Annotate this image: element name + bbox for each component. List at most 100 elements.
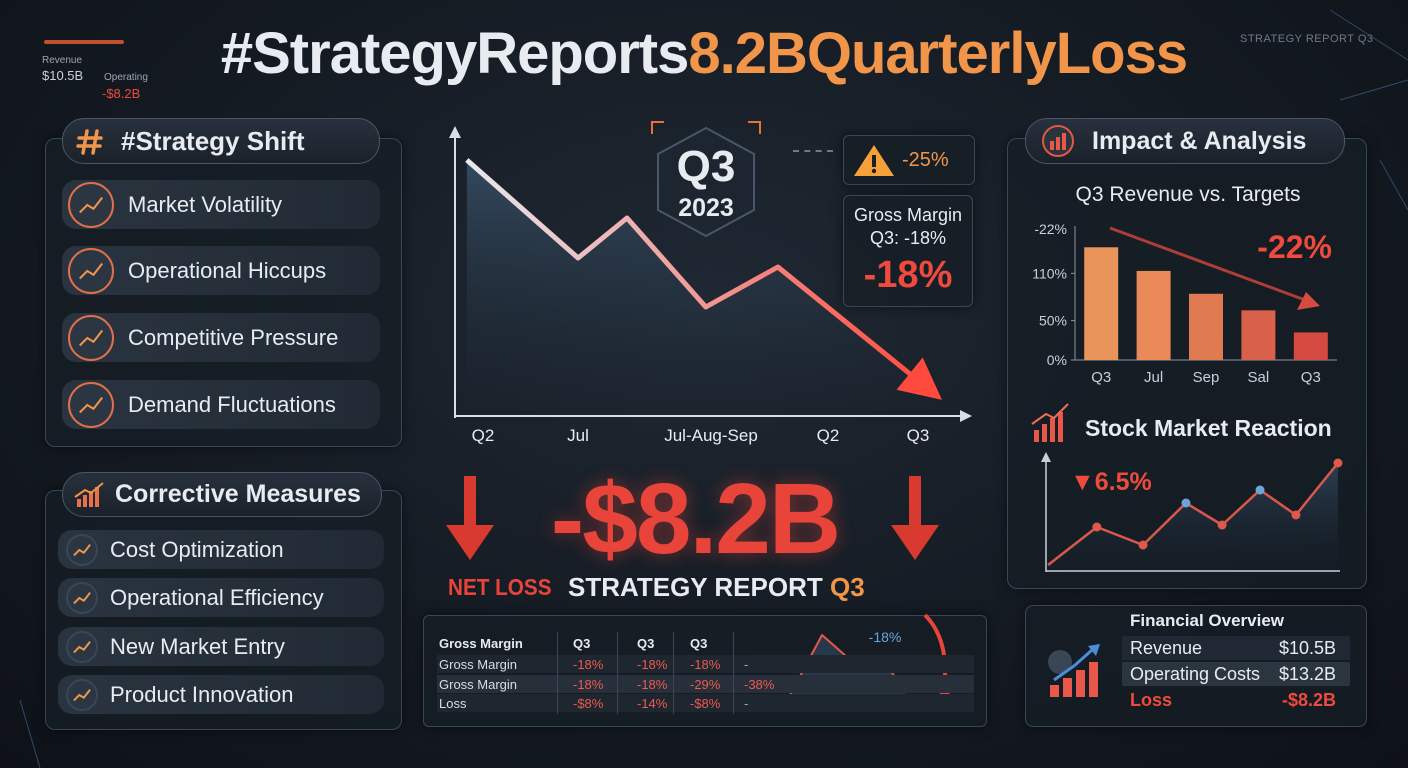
axis-arrow bbox=[960, 410, 972, 422]
header-accent bbox=[44, 40, 124, 44]
page-title: #StrategyReports8.2BQuarterlyLoss bbox=[0, 20, 1408, 87]
axis-arrow bbox=[1041, 452, 1051, 462]
trend-arrow bbox=[1109, 226, 1306, 302]
item-icon bbox=[68, 247, 114, 294]
headline-amount: -$8.2B bbox=[550, 463, 841, 575]
bar bbox=[1293, 332, 1328, 360]
list-item: Operational Efficiency bbox=[58, 578, 384, 617]
data-point bbox=[1333, 458, 1343, 468]
finance-icon bbox=[1048, 644, 1100, 697]
table-cell: -$8% bbox=[573, 696, 604, 711]
table-cell: - bbox=[744, 657, 749, 672]
icon-ring bbox=[68, 181, 114, 228]
list-item-text: Demand Fluctuations bbox=[128, 391, 336, 417]
item-icon bbox=[68, 314, 114, 361]
table-cell: -18% bbox=[637, 677, 668, 692]
table-cell: Loss bbox=[439, 696, 467, 711]
area-fill bbox=[1048, 463, 1338, 570]
table-cell: -38% bbox=[744, 677, 775, 692]
y-tick-label: 110% bbox=[1032, 265, 1067, 281]
badge-year: 2023 bbox=[678, 194, 734, 222]
icon-line bbox=[1031, 403, 1069, 425]
icon-ring bbox=[66, 533, 98, 566]
x-tick-label: Sep bbox=[1193, 369, 1220, 386]
bar bbox=[1084, 247, 1119, 360]
table-cell: - bbox=[744, 696, 749, 711]
data-point bbox=[1181, 498, 1191, 508]
axis-arrow bbox=[449, 126, 461, 138]
data-point bbox=[1138, 540, 1148, 550]
financial-row-bg bbox=[1122, 662, 1350, 686]
y-tick-label: 0% bbox=[1047, 352, 1067, 368]
data-point bbox=[1217, 520, 1227, 530]
list-item: Demand Fluctuations bbox=[62, 380, 380, 429]
icon-glyph bbox=[79, 396, 104, 413]
table-cell: -18% bbox=[690, 657, 721, 672]
x-tick-label: Q3 bbox=[1091, 369, 1111, 386]
financial-value: $10.5B bbox=[1278, 638, 1336, 658]
list-item: Market Volatility bbox=[62, 180, 380, 229]
x-tick-label: Jul bbox=[567, 426, 589, 445]
financial-value: $13.2B bbox=[1278, 664, 1336, 684]
x-tick-label: Q3 bbox=[907, 426, 930, 445]
network-line bbox=[1379, 159, 1408, 211]
table-row-bg bbox=[437, 675, 974, 693]
list-item-text: Market Volatility bbox=[128, 191, 283, 217]
table-cell: Gross Margin bbox=[439, 677, 518, 692]
network-line bbox=[1339, 79, 1408, 101]
item-icon bbox=[66, 581, 98, 614]
financial-label: Operating Costs bbox=[1130, 664, 1261, 684]
table-header-cell: Q3 bbox=[690, 636, 708, 651]
table-header-cell: Gross Margin bbox=[439, 636, 523, 651]
section-title: Impact & Analysis bbox=[1025, 118, 1345, 164]
x-tick-label: Jul bbox=[1144, 369, 1163, 386]
list-item: Operational Hiccups bbox=[62, 246, 380, 295]
report-text: STRATEGY REPORT bbox=[568, 572, 823, 602]
x-tick-label: Q2 bbox=[817, 426, 840, 445]
icon-glyph bbox=[79, 329, 104, 346]
icon-glyph bbox=[73, 640, 91, 653]
table-cell: -29% bbox=[690, 677, 721, 692]
icon-ring bbox=[68, 314, 114, 361]
item-icon bbox=[66, 630, 98, 663]
margin-value: -18% bbox=[863, 254, 953, 296]
table-divider bbox=[673, 632, 674, 714]
trend-arrowhead bbox=[1297, 292, 1320, 310]
table-divider bbox=[617, 632, 618, 714]
item-icon bbox=[68, 381, 114, 428]
table-cell: -18% bbox=[573, 677, 604, 692]
data-point bbox=[1255, 485, 1265, 495]
mini-stat-label: Operating bbox=[104, 72, 148, 83]
icon-glyph bbox=[73, 543, 91, 556]
financial-row-bg bbox=[1122, 636, 1350, 660]
icon-glyph bbox=[79, 262, 104, 279]
list-item: Product Innovation bbox=[58, 675, 384, 714]
table-header-cell: Q3 bbox=[573, 636, 591, 651]
title-part: #StrategyReports bbox=[220, 21, 689, 86]
list-item-text: Product Innovation bbox=[110, 681, 294, 707]
section-title-text: #Strategy Shift bbox=[121, 125, 305, 156]
table-cell: -18% bbox=[573, 657, 604, 672]
list-item: New Market Entry bbox=[58, 627, 384, 666]
chart-annotation: ▼6.5% bbox=[1070, 468, 1152, 496]
data-line bbox=[465, 158, 932, 392]
icon-glyph bbox=[73, 688, 91, 701]
alert-box: -25% bbox=[843, 135, 975, 185]
data-point bbox=[1092, 522, 1102, 532]
data-line bbox=[1047, 462, 1339, 566]
icon-ring bbox=[66, 581, 98, 614]
x-tick-label: Jul-Aug-Sep bbox=[664, 426, 758, 445]
x-tick-label: Q2 bbox=[472, 426, 495, 445]
icon-glyph bbox=[73, 591, 91, 604]
table-cell: Gross Margin bbox=[439, 657, 518, 672]
table-row-bg bbox=[437, 655, 974, 673]
item-icon bbox=[66, 533, 98, 566]
bar bbox=[1136, 270, 1171, 360]
table-cell: -$8% bbox=[690, 696, 721, 711]
mini-stat-label: Revenue bbox=[42, 55, 83, 66]
mini-stat-value: $10.5B bbox=[42, 68, 84, 83]
list-item-text: Competitive Pressure bbox=[128, 324, 339, 350]
list-item: Cost Optimization bbox=[58, 530, 384, 569]
table-cell: -14% bbox=[637, 696, 668, 711]
